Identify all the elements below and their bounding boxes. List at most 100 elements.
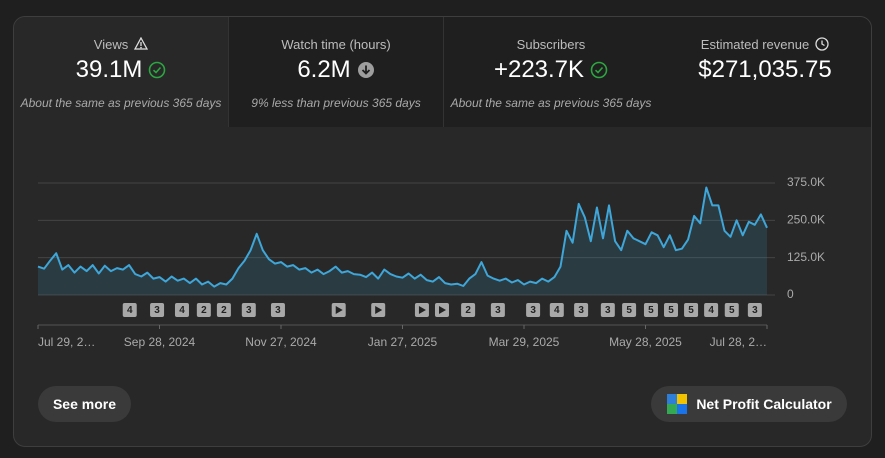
badge-label: 3 [246, 305, 252, 316]
milestone-badge[interactable]: 5 [664, 303, 679, 317]
badge-label: 2 [465, 305, 471, 316]
metric-tab[interactable]: Subscribers +223.7K About the same as pr… [444, 17, 659, 127]
milestone-badge[interactable]: 5 [643, 303, 658, 317]
badge-box [684, 303, 699, 317]
play-icon [375, 306, 383, 314]
check-icon [590, 61, 608, 79]
badge-box [150, 303, 165, 317]
area-fill [38, 187, 767, 295]
badge-box [622, 303, 637, 317]
milestone-badge[interactable]: 2 [461, 303, 476, 317]
badge-label: 5 [688, 305, 694, 316]
badge-box [490, 303, 505, 317]
badge-label: 2 [201, 305, 207, 316]
y-tick-label: 375.0K [787, 175, 825, 189]
badge-label: 3 [495, 305, 501, 316]
badge-label: 3 [605, 305, 611, 316]
x-tick-label: May 28, 2025 [609, 335, 682, 349]
milestone-badge[interactable]: 5 [622, 303, 637, 317]
badge-box [704, 303, 719, 317]
down-icon [357, 62, 374, 78]
badge-label: 5 [729, 305, 735, 316]
badge-box [724, 303, 739, 317]
button-label: See more [52, 396, 117, 412]
video-marker[interactable] [414, 303, 429, 317]
badge-label: 3 [530, 305, 536, 316]
metric-label: Views [93, 36, 129, 52]
metric-value: 6.2M [297, 56, 351, 83]
see-more-button[interactable]: See more [38, 386, 131, 422]
badge-box [270, 303, 285, 317]
milestone-badge[interactable]: 4 [122, 303, 137, 317]
milestone-badge[interactable]: 5 [684, 303, 699, 317]
metric-label: Watch time (hours) [281, 36, 391, 52]
clock-icon [815, 37, 829, 51]
metric-value: 39.1M [75, 56, 143, 83]
milestone-badge[interactable]: 3 [600, 303, 615, 317]
milestone-badge[interactable]: 2 [196, 303, 211, 317]
badge-box [216, 303, 231, 317]
y-tick-label: 0 [787, 287, 794, 301]
milestone-badge[interactable]: 3 [150, 303, 165, 317]
metric-tab[interactable]: Estimated revenue $271,035.75 [658, 17, 871, 127]
video-marker[interactable] [434, 303, 449, 317]
badge-box [643, 303, 658, 317]
milestone-badge[interactable]: 3 [574, 303, 589, 317]
badge-box [526, 303, 541, 317]
metric-label: Estimated revenue [700, 36, 810, 52]
x-tick-label: Sep 28, 2024 [124, 335, 196, 349]
milestone-badge[interactable]: 3 [747, 303, 762, 317]
badge-label: 4 [554, 305, 560, 316]
metric-tab[interactable]: Views 39.1M About the same as previous 3… [14, 17, 229, 127]
badge-box [664, 303, 679, 317]
milestone-badge[interactable]: 4 [704, 303, 719, 317]
metric-value: +223.7K [493, 56, 585, 83]
badge-label: 2 [221, 305, 227, 316]
play-icon [418, 306, 426, 314]
calculator-button[interactable]: Net Profit Calculator [651, 386, 847, 422]
badge-label: 3 [275, 305, 281, 316]
line [37, 186, 768, 288]
check-icon [149, 61, 166, 79]
y-tick-label: 250.0K [787, 213, 825, 227]
video-marker[interactable] [371, 303, 386, 317]
badge-box [122, 303, 137, 317]
video-marker[interactable] [331, 303, 346, 317]
metric-tab[interactable]: Watch time (hours) 6.2M 9% less than pre… [229, 17, 444, 127]
metric-note: About the same as previous 365 days [450, 96, 652, 110]
badge-box [747, 303, 762, 317]
warning-icon [134, 37, 149, 50]
play-icon [335, 306, 343, 314]
milestone-badge[interactable]: 3 [270, 303, 285, 317]
milestone-badge[interactable]: 5 [724, 303, 739, 317]
badge-label: 4 [127, 305, 133, 316]
badge-box [574, 303, 589, 317]
milestone-badge[interactable]: 3 [241, 303, 256, 317]
badge-box [241, 303, 256, 317]
badge-box [549, 303, 564, 317]
x-tick-label: Jan 27, 2025 [368, 335, 438, 349]
button-label: Net Profit Calculator [696, 396, 832, 412]
milestone-badge[interactable]: 3 [526, 303, 541, 317]
badge-box [600, 303, 615, 317]
x-tick-label: Jul 28, 2… [710, 335, 767, 349]
badge-box [196, 303, 211, 317]
badge-box [174, 303, 189, 317]
badge-label: 3 [578, 305, 584, 316]
badge-label: 5 [648, 305, 654, 316]
milestone-badge[interactable]: 2 [216, 303, 231, 317]
badge-label: 5 [626, 305, 632, 316]
x-tick-label: Jul 29, 2… [38, 335, 95, 349]
y-tick-label: 125.0K [787, 250, 825, 264]
x-tick-label: Nov 27, 2024 [245, 335, 317, 349]
x-tick-label: Mar 29, 2025 [489, 335, 560, 349]
badge-label: 4 [708, 305, 714, 316]
calculator-icon [667, 394, 688, 414]
milestone-badge[interactable]: 3 [490, 303, 505, 317]
analytics-card: Views 39.1M About the same as previous 3… [13, 16, 872, 447]
milestone-badge[interactable]: 4 [174, 303, 189, 317]
metric-note: 9% less than previous 365 days [251, 96, 421, 110]
milestone-badge[interactable]: 4 [549, 303, 564, 317]
